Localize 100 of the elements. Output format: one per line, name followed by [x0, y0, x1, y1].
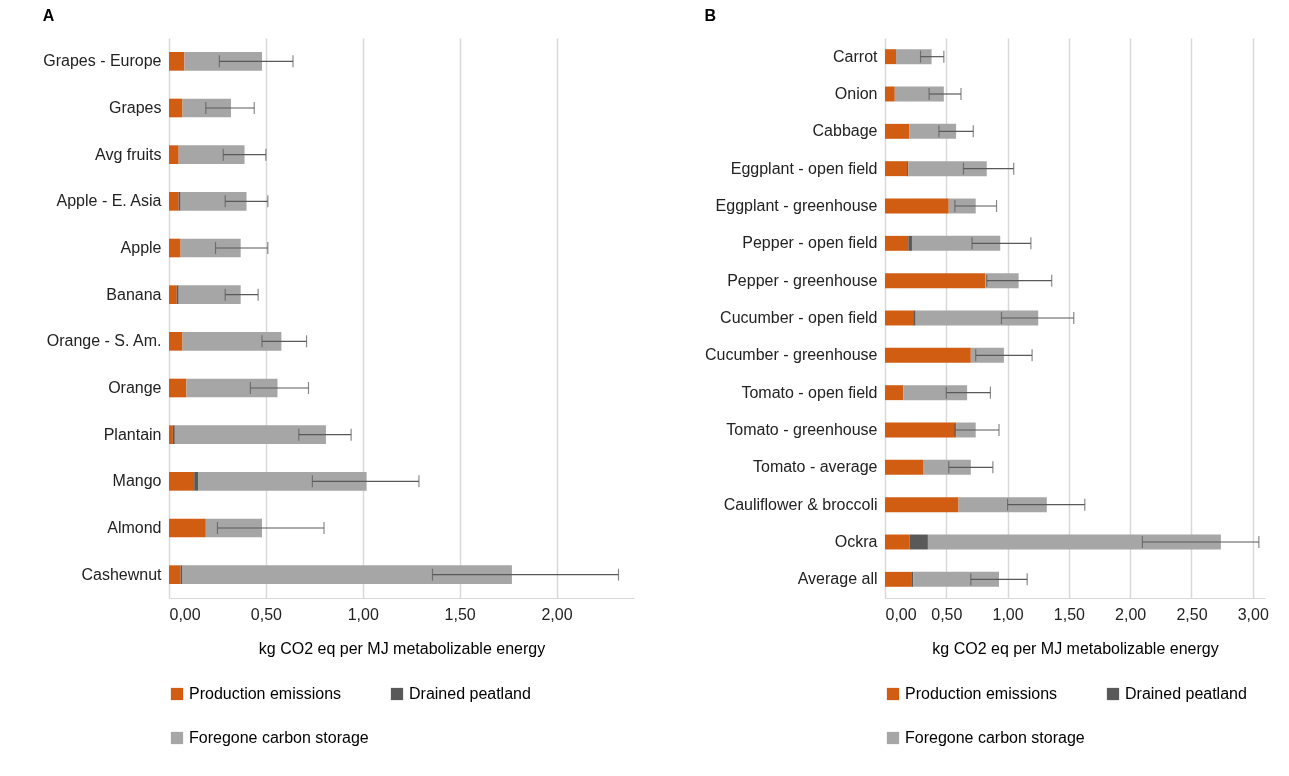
bar [885, 347, 971, 363]
bar [894, 86, 944, 102]
x-tick-label: 0,50 [931, 605, 963, 623]
y-tick-label: Cauliflower & broccoli [723, 495, 878, 513]
x-tick-label: 2,00 [1115, 605, 1147, 623]
legend-label: Production emissions [189, 685, 342, 702]
y-tick-label: Grapes [109, 99, 162, 116]
y-tick-label: Tomato - open field [741, 383, 878, 401]
y-tick-label: Mango [112, 472, 162, 490]
bar [903, 385, 968, 401]
y-tick-label: Banana [106, 285, 162, 303]
x-tick-label: 1,50 [1053, 605, 1086, 623]
bar [169, 238, 181, 258]
bar [182, 98, 231, 118]
bar [885, 273, 986, 289]
y-tick-label: Pepper - greenhouse [727, 271, 878, 289]
bar [896, 49, 932, 65]
bar [178, 145, 245, 164]
bar [182, 565, 512, 584]
bar [169, 565, 181, 584]
bar [169, 472, 195, 491]
bar [970, 347, 1004, 363]
bar [885, 459, 923, 475]
y-tick-label: Onion [834, 85, 878, 102]
bar [885, 86, 895, 102]
y-tick-label: Cabbage [812, 122, 878, 140]
x-tick-label: 1,00 [347, 605, 379, 623]
bar [913, 310, 916, 326]
text: B [704, 7, 717, 24]
y-tick-label: Tomato - greenhouse [726, 421, 878, 438]
y-tick-label: Plantain [103, 425, 162, 443]
x-axis-title: kg CO2 eq per MJ metabolizable energy [258, 639, 546, 657]
bar [911, 235, 1001, 251]
y-tick-label: Eggplant - open field [730, 159, 878, 177]
y-tick-label: Grapes - Europe [43, 52, 162, 70]
y-tick-label: Tomato - average [752, 458, 878, 476]
bar [927, 534, 1221, 550]
bar [909, 534, 928, 550]
bar [885, 385, 904, 401]
bar [958, 497, 1047, 513]
y-tick-label: Orange [108, 379, 162, 396]
y-tick-label: Apple - E. Asia [56, 192, 162, 210]
bar [909, 123, 957, 139]
bar [885, 571, 912, 587]
bar [885, 497, 959, 513]
bar [169, 285, 177, 304]
x-tick-label: 2,50 [1176, 605, 1208, 623]
bar [174, 425, 326, 444]
x-axis-title: kg CO2 eq per MJ metabolizable energy [932, 639, 1219, 657]
bar [885, 235, 909, 251]
x-tick-label: 2,00 [541, 605, 573, 623]
x-tick-label: 0,50 [250, 605, 283, 623]
bar [169, 378, 187, 398]
bar [908, 235, 912, 251]
bar [180, 192, 247, 211]
bar [915, 310, 1039, 326]
legend-label: Drained peatland [409, 685, 531, 702]
y-tick-label: Avg fruits [95, 145, 162, 163]
bar [169, 98, 183, 118]
bar [885, 198, 949, 214]
bar [169, 52, 185, 71]
bar [169, 145, 179, 164]
bar [186, 378, 278, 398]
x-tick-label: 3,00 [1237, 605, 1269, 623]
x-tick-label: 0,00 [885, 605, 917, 623]
legend-label: Foregone carbon storage [905, 729, 1085, 746]
y-tick-label: Apple [120, 239, 162, 256]
bar [885, 49, 897, 65]
bar [923, 459, 971, 475]
x-tick-label: 1,50 [444, 605, 476, 623]
legend-label: Drained peatland [1125, 685, 1247, 702]
y-tick-label: Eggplant - greenhouse [715, 197, 878, 214]
bar [198, 472, 367, 491]
chart-title: A [42, 7, 55, 24]
y-tick-label: Orange - S. Am. [46, 332, 162, 350]
bar [885, 123, 910, 139]
bar [169, 332, 183, 351]
bar [885, 422, 957, 438]
y-tick-label: Almond [107, 519, 162, 536]
y-tick-label: Cucumber - greenhouse [704, 346, 878, 364]
y-tick-label: Average all [797, 570, 878, 588]
y-tick-label: Pepper - open field [742, 234, 878, 252]
bar [178, 285, 241, 304]
bar [885, 310, 914, 326]
bar [913, 571, 999, 587]
bar [169, 192, 179, 211]
x-tick-label: 0,00 [169, 605, 201, 623]
bar [885, 161, 908, 177]
bar [908, 161, 987, 177]
bar [169, 518, 206, 538]
legend-label: Production emissions [905, 685, 1058, 702]
y-tick-label: Carrot [833, 47, 879, 65]
y-tick-label: Ockra [834, 533, 878, 550]
bar [885, 534, 910, 550]
bar [182, 332, 282, 351]
bar [180, 238, 241, 258]
bar [194, 472, 199, 491]
x-tick-label: 1,00 [992, 605, 1024, 623]
bar [184, 52, 262, 71]
y-tick-label: Cucumber - open field [720, 309, 878, 326]
